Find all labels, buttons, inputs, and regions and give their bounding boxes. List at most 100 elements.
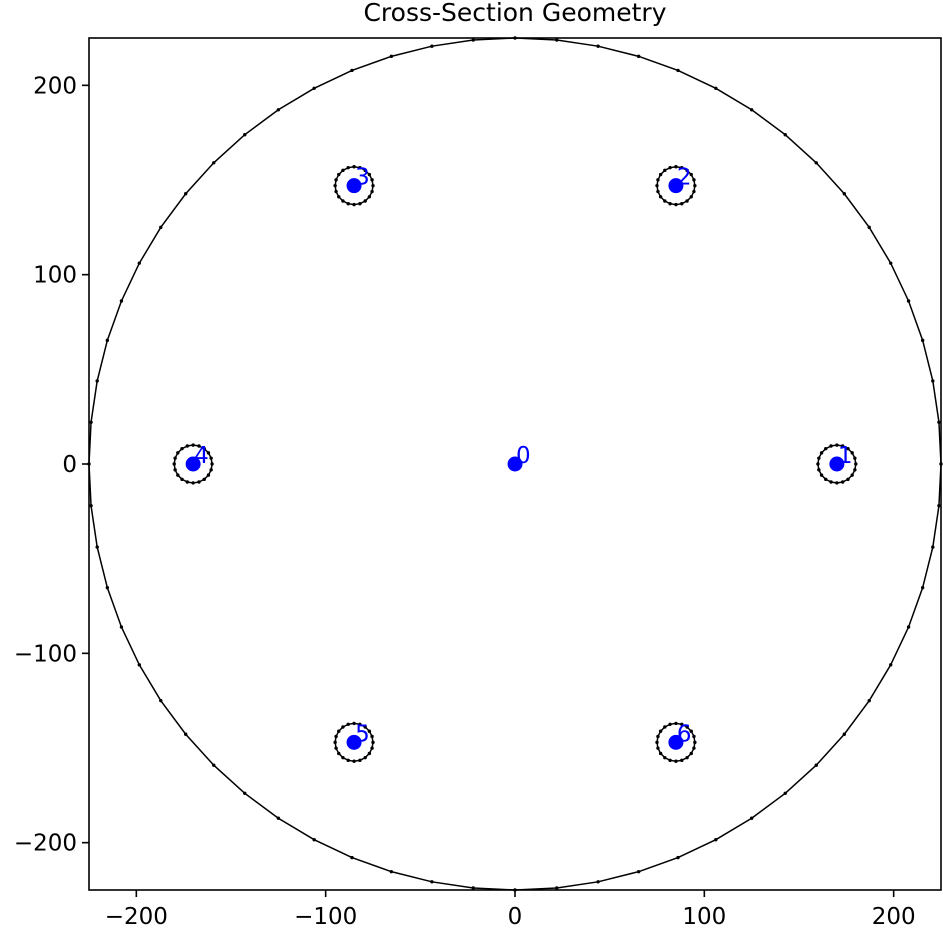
outer-boundary-vertex — [471, 38, 475, 42]
hole-4-vertex — [173, 456, 177, 460]
hole-2-vertex — [658, 195, 663, 199]
hole-5-vertex — [358, 758, 362, 763]
node-point-2 — [668, 178, 684, 194]
hole-1-vertex — [816, 462, 820, 466]
hole-1-vertex — [829, 444, 833, 448]
hole-2-vertex — [680, 165, 684, 170]
hole-1-vertex — [817, 468, 821, 472]
outer-boundary-vertex — [243, 791, 247, 795]
outer-boundary-vertex — [814, 161, 818, 165]
hole-2-vertex — [663, 199, 667, 203]
hole-6-vertex — [692, 734, 696, 739]
chart-title: Cross-Section Geometry — [363, 0, 666, 27]
hole-3-vertex — [352, 202, 356, 207]
hole-1-vertex — [841, 480, 845, 484]
hole-5-vertex — [352, 721, 356, 726]
outer-boundary-vertex — [471, 886, 475, 890]
hole-3-vertex — [371, 183, 375, 188]
hole-2-vertex — [668, 165, 672, 170]
hole-5-vertex — [341, 755, 345, 760]
hole-6-vertex — [658, 729, 663, 733]
outer-boundary-vertex — [906, 625, 911, 629]
outer-boundary-vertex — [596, 880, 600, 884]
outer-boundary-vertex — [636, 54, 641, 59]
node-point-3 — [346, 178, 362, 194]
hole-1-vertex — [819, 473, 824, 477]
y-tick-label: 200 — [33, 73, 77, 99]
outer-boundary-vertex — [159, 225, 163, 230]
hole-2-vertex — [668, 201, 672, 206]
outer-boundary-vertex — [159, 698, 163, 703]
outer-boundary-vertex — [350, 68, 354, 73]
hole-4-vertex — [197, 444, 201, 448]
hole-6-vertex — [689, 751, 693, 756]
hole-6-vertex — [685, 755, 689, 760]
hole-6-vertex — [680, 758, 684, 763]
outer-boundary-vertex — [184, 732, 188, 736]
hole-1 — [816, 443, 858, 485]
outer-boundary-vertex — [212, 763, 216, 767]
hole-1-vertex — [817, 456, 821, 460]
outer-boundary-vertex — [276, 816, 281, 820]
outer-boundary-vertex — [137, 663, 141, 667]
node-point-0 — [507, 456, 523, 472]
hole-4-vertex — [173, 468, 177, 472]
hole-3-vertex — [367, 172, 372, 177]
hole-4-vertex — [191, 443, 195, 447]
outer-boundary-vertex — [937, 420, 941, 424]
node-point-1 — [829, 456, 845, 472]
outer-boundary-vertex — [105, 585, 110, 590]
hole-4-vertex — [172, 462, 176, 466]
hole-3-vertex — [337, 172, 341, 177]
hole-4-vertex — [210, 462, 214, 466]
hole-6-vertex — [658, 751, 663, 756]
hole-6-vertex — [668, 758, 672, 763]
outer-boundary-vertex — [867, 225, 871, 230]
hole-5-vertex — [370, 746, 374, 750]
x-tick-label: 200 — [872, 904, 916, 930]
hole-5-vertex — [371, 740, 375, 745]
hole-2-vertex — [656, 178, 660, 182]
outer-boundary-vertex — [312, 86, 316, 91]
node-label-2: 2 — [677, 165, 692, 191]
hole-6-vertex — [655, 740, 659, 745]
x-axis: −200 −100 0 100 200 — [105, 890, 916, 930]
hole-6-vertex — [674, 759, 678, 763]
outer-boundary-vertex — [783, 133, 787, 137]
hole-4-vertex — [206, 451, 211, 455]
hole-5-vertex — [337, 729, 341, 733]
y-axis: −200 −100 0 100 200 — [14, 73, 89, 857]
outer-boundary-vertex — [937, 504, 941, 508]
outer-boundary-vertex — [95, 545, 99, 549]
y-tick-label: −100 — [14, 641, 77, 667]
hole-4-vertex — [202, 477, 206, 482]
hole-4-vertex — [185, 480, 189, 484]
hole-2-vertex — [689, 172, 693, 177]
hole-3-vertex — [341, 168, 345, 173]
hole-2-vertex — [692, 178, 696, 182]
hole-2-vertex — [680, 201, 684, 206]
hole-5 — [333, 721, 375, 763]
hole-1-vertex — [835, 443, 839, 447]
hole-5-vertex — [363, 755, 367, 760]
hole-3-vertex — [334, 178, 338, 182]
x-tick-label: −200 — [105, 904, 168, 930]
hole-5-vertex — [341, 725, 345, 729]
outer-boundary-vertex — [867, 698, 871, 703]
hole-6-vertex — [663, 755, 667, 760]
x-tick-label: −100 — [294, 904, 357, 930]
outer-boundary-vertex — [676, 855, 680, 860]
plot-area: 0 1 2 3 4 5 6 — [87, 36, 943, 892]
hole-6-vertex — [656, 746, 660, 750]
hole-2-vertex — [674, 202, 678, 207]
hole-6-vertex — [693, 740, 697, 745]
hole-5-vertex — [333, 740, 337, 745]
hole-6-vertex — [663, 725, 667, 729]
outer-boundary-vertex — [749, 816, 754, 820]
hole-4-vertex — [209, 468, 213, 472]
hole-2-vertex — [663, 168, 667, 173]
outer-boundary-vertex — [184, 192, 188, 196]
hole-2-vertex — [693, 183, 697, 188]
